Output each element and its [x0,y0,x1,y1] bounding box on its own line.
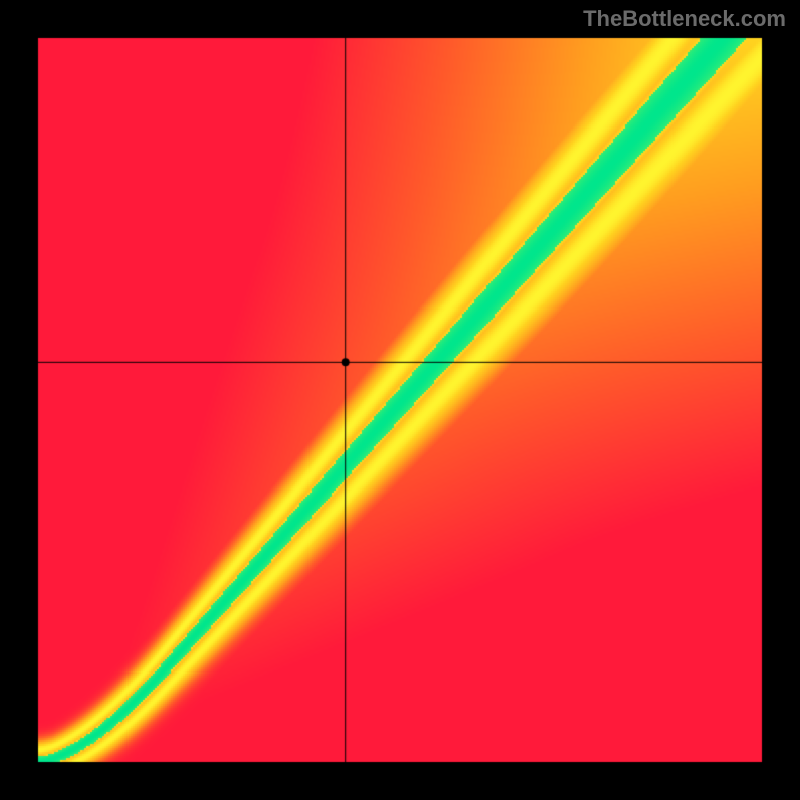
bottleneck-heatmap [0,0,800,800]
watermark-text: TheBottleneck.com [583,6,786,32]
chart-container: TheBottleneck.com [0,0,800,800]
